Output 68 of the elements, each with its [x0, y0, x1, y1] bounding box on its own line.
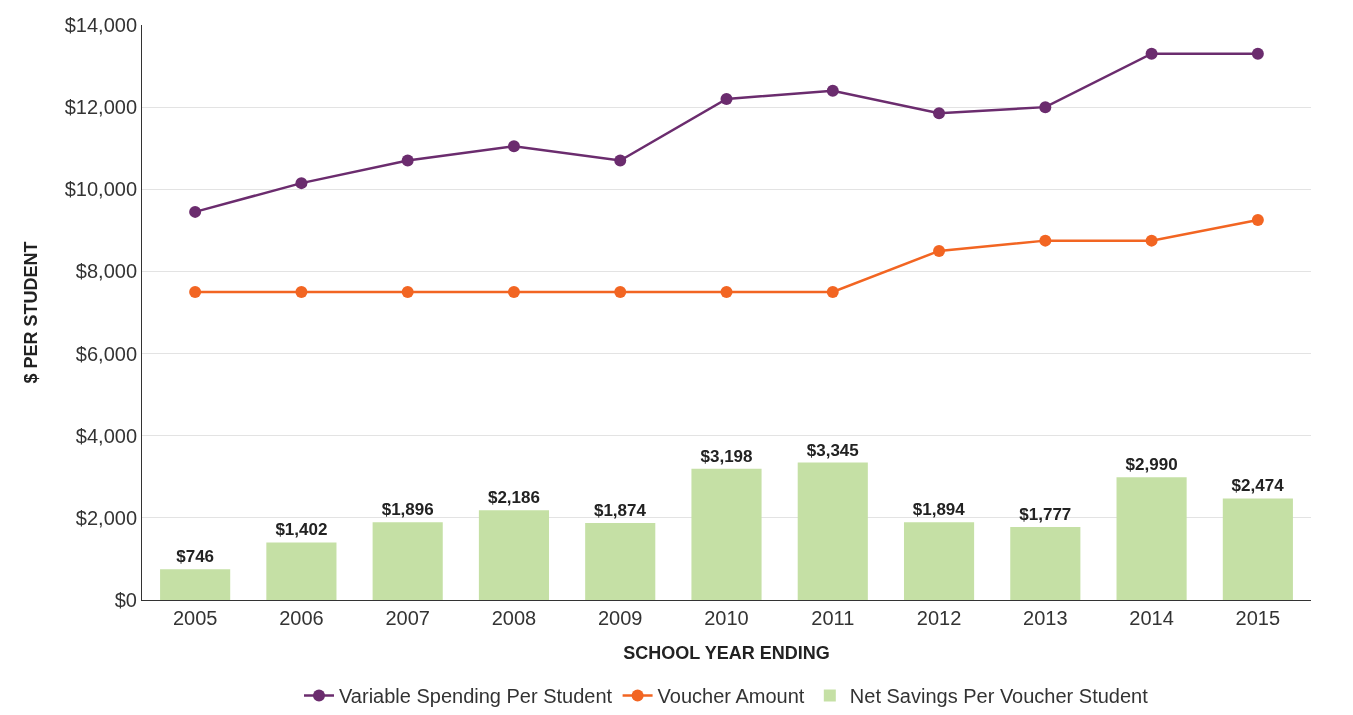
x-tick-label: 2012: [916, 607, 962, 629]
x-tick-label: 2005: [172, 607, 218, 629]
y-tick-label: $10,000: [64, 178, 137, 201]
data-label: $1,402: [275, 520, 328, 540]
point: [295, 177, 308, 190]
y-tick-label: $2,000: [75, 506, 137, 529]
data-label: $3,345: [806, 440, 859, 460]
bar: [478, 510, 550, 600]
y-tick-label: $6,000: [75, 342, 137, 365]
data-label: $1,894: [912, 500, 966, 520]
bar: [1010, 527, 1081, 600]
data-label: $2,186: [487, 488, 540, 508]
data-label: $3,198: [700, 446, 753, 466]
bar: [1222, 498, 1293, 600]
point: [1251, 47, 1264, 60]
point: [1039, 234, 1052, 247]
data-label: $1,777: [1019, 505, 1072, 525]
data-label: $2,990: [1125, 455, 1178, 475]
point: [401, 154, 414, 167]
x-tick-label: 2013: [1023, 607, 1068, 629]
point: [1251, 214, 1264, 227]
data-label: $1,874: [593, 501, 647, 521]
point: [189, 285, 202, 298]
x-tick-label: 2009: [597, 607, 643, 629]
bar: [160, 569, 231, 600]
point: [720, 285, 733, 298]
legend-label: Net Savings Per Voucher Student: [849, 685, 1149, 708]
bar: [372, 522, 443, 600]
point: [189, 205, 202, 218]
y-tick-label: $14,000: [64, 14, 137, 36]
x-tick-label: 2010: [704, 607, 749, 629]
bar: [1116, 477, 1187, 600]
point: [401, 285, 414, 298]
point: [720, 92, 733, 105]
point: [826, 84, 839, 97]
y-axis-title: $ PER STUDENT: [20, 241, 41, 384]
legend-label: Variable Spending Per Student: [339, 685, 613, 708]
y-tick-label: $0: [114, 589, 137, 611]
bar: [903, 522, 975, 600]
point: [1039, 101, 1052, 114]
y-tick-label: $12,000: [64, 96, 137, 119]
data-label: $2,474: [1231, 476, 1285, 496]
point: [933, 107, 946, 120]
point: [295, 285, 308, 298]
point: [614, 285, 627, 298]
x-axis-title: SCHOOL YEAR ENDING: [623, 643, 830, 664]
y-tick-label: $4,000: [75, 424, 137, 447]
data-label: $746: [176, 547, 215, 567]
x-tick-label: 2007: [385, 607, 430, 629]
point: [1145, 47, 1158, 60]
x-tick-label: 2014: [1129, 607, 1174, 629]
x-tick-label: 2006: [279, 607, 324, 629]
y-tick-label: $8,000: [75, 260, 137, 283]
point: [826, 285, 839, 298]
point: [933, 244, 946, 257]
point: [507, 285, 520, 298]
x-tick-label: 2015: [1235, 607, 1281, 629]
data-label: $1,896: [381, 500, 434, 520]
point: [507, 140, 520, 153]
bar: [797, 462, 868, 600]
bar: [585, 523, 656, 600]
legend-label: Voucher Amount: [657, 685, 805, 708]
bar: [266, 542, 337, 600]
x-tick-label: 2011: [811, 607, 855, 629]
point: [1145, 234, 1158, 247]
x-tick-label: 2008: [491, 607, 537, 629]
bar: [691, 468, 762, 600]
point: [614, 154, 627, 167]
